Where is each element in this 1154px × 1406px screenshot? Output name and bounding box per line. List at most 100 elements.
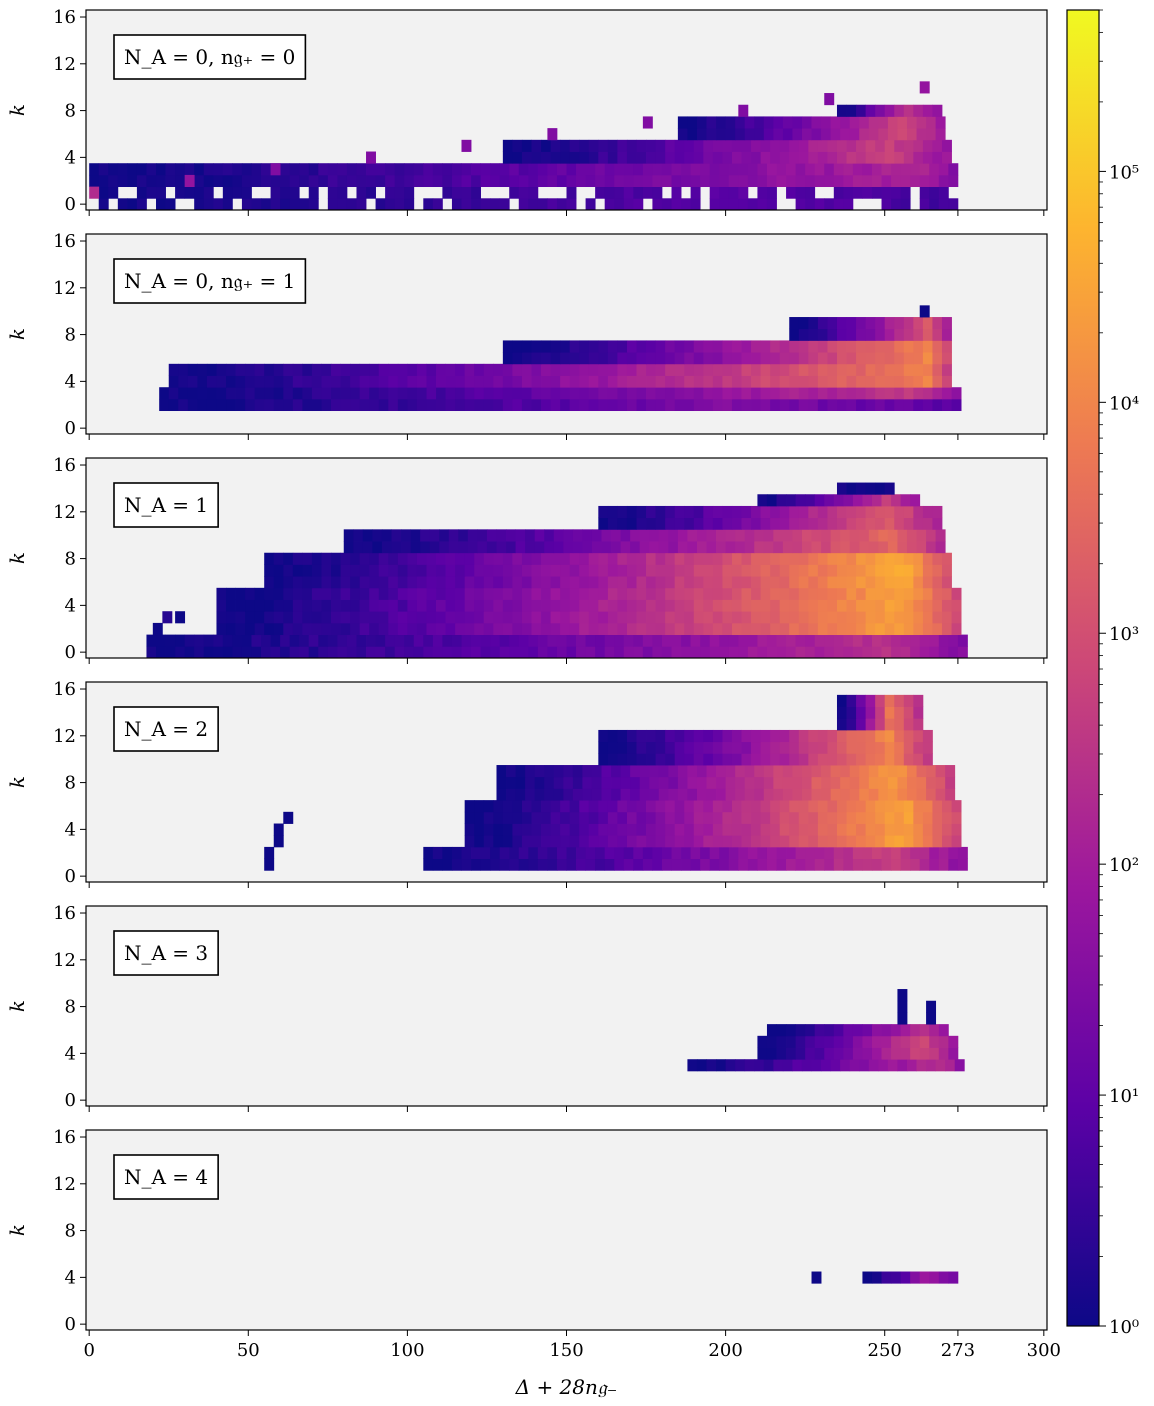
- heatmap-cell: [376, 635, 386, 647]
- heatmap-cell: [525, 788, 535, 800]
- heatmap-cell: [646, 399, 656, 411]
- heatmap-cell: [417, 387, 427, 399]
- heatmap-cell: [751, 140, 761, 152]
- heatmap-cell: [815, 175, 825, 187]
- heatmap-cell: [309, 187, 319, 199]
- heatmap-cell: [875, 800, 885, 812]
- heatmap-cell: [687, 116, 697, 128]
- heatmap-cell: [904, 623, 914, 635]
- heatmap-cell: [796, 1036, 806, 1048]
- heatmap-cell: [608, 753, 618, 765]
- heatmap-cell: [948, 646, 958, 658]
- heatmap-cell: [436, 553, 446, 565]
- heatmap-cell: [929, 1048, 939, 1060]
- heatmap-cell: [461, 175, 471, 187]
- heatmap-cell: [818, 364, 828, 376]
- heatmap-cell: [802, 116, 812, 128]
- heatmap-cell: [178, 399, 188, 411]
- heatmap-cell: [888, 777, 898, 789]
- heatmap-cell: [847, 835, 857, 847]
- heatmap-cell: [904, 588, 914, 600]
- heatmap-cell: [477, 541, 487, 553]
- heatmap-cell: [226, 600, 236, 612]
- heatmap-cell: [442, 175, 452, 187]
- heatmap-cell: [659, 765, 669, 777]
- heatmap-cell: [261, 646, 271, 658]
- heatmap-cell: [614, 635, 624, 647]
- heatmap-cell: [675, 364, 685, 376]
- heatmap-cell: [337, 163, 347, 175]
- heatmap-cell: [232, 646, 242, 658]
- heatmap-cell: [799, 506, 809, 518]
- heatmap-cell: [808, 399, 818, 411]
- heatmap-cell: [264, 553, 274, 565]
- heatmap-cell: [532, 600, 542, 612]
- heatmap-cell: [767, 635, 777, 647]
- heatmap-cell: [369, 623, 379, 635]
- heatmap-cell: [770, 835, 780, 847]
- heatmap-cell: [293, 376, 303, 388]
- heatmap-cell: [757, 847, 767, 859]
- heatmap-cell: [541, 576, 551, 588]
- heatmap-cell: [474, 835, 484, 847]
- heatmap-cell: [856, 387, 866, 399]
- heatmap-cell: [834, 175, 844, 187]
- heatmap-cell: [474, 553, 484, 565]
- heatmap-cell: [872, 1036, 882, 1048]
- heatmap-cell: [341, 588, 351, 600]
- heatmap-cell: [777, 1036, 787, 1048]
- heatmap-cell: [710, 163, 720, 175]
- heatmap-cell: [767, 198, 777, 210]
- heatmap-cell: [436, 611, 446, 623]
- heatmap-cell: [932, 824, 942, 836]
- heatmap-cell: [789, 152, 799, 164]
- y-tick-label: 12: [53, 950, 76, 971]
- heatmap-cell: [194, 163, 204, 175]
- heatmap-cell: [770, 812, 780, 824]
- heatmap-cell: [538, 847, 548, 859]
- heatmap-cell: [232, 163, 242, 175]
- heatmap-cell: [920, 1024, 930, 1036]
- heatmap-cell: [589, 564, 599, 576]
- heatmap-cell: [589, 824, 599, 836]
- heatmap-cell: [592, 777, 602, 789]
- heatmap-cell: [446, 387, 456, 399]
- heatmap-cell: [891, 635, 901, 647]
- heatmap-cell: [767, 1024, 777, 1036]
- heatmap-cell: [570, 600, 580, 612]
- heatmap-cell: [831, 765, 841, 777]
- heatmap-cell: [675, 399, 685, 411]
- heatmap-cell: [637, 812, 647, 824]
- heatmap-cell: [484, 800, 494, 812]
- heatmap-cell: [952, 800, 962, 812]
- heatmap-cell: [878, 128, 888, 140]
- heatmap-cell: [576, 635, 586, 647]
- heatmap-cell: [551, 576, 561, 588]
- heatmap-cell: [866, 718, 876, 730]
- heatmap-cell: [767, 187, 777, 199]
- heatmap-cell: [827, 553, 837, 565]
- heatmap-cell: [532, 340, 542, 352]
- heatmap-cell: [885, 105, 895, 117]
- heatmap-cell: [856, 553, 866, 565]
- heatmap-cell: [722, 553, 732, 565]
- heatmap-cell: [592, 541, 602, 553]
- heatmap-cell: [331, 376, 341, 388]
- heatmap-cell: [627, 835, 637, 847]
- heatmap-cell: [503, 152, 513, 164]
- heatmap-cell: [675, 518, 685, 530]
- heatmap-cell: [356, 646, 366, 658]
- heatmap-cell: [360, 364, 370, 376]
- heatmap-cell: [920, 81, 930, 93]
- heatmap-cell: [742, 800, 752, 812]
- heatmap-cell: [862, 847, 872, 859]
- heatmap-cell: [547, 646, 557, 658]
- heatmap-cell: [751, 600, 761, 612]
- heatmap-cell: [901, 635, 911, 647]
- heatmap-cell: [236, 623, 246, 635]
- heatmap-cell: [780, 340, 790, 352]
- heatmap-cell: [913, 317, 923, 329]
- heatmap-cell: [608, 600, 618, 612]
- heatmap-cell: [560, 553, 570, 565]
